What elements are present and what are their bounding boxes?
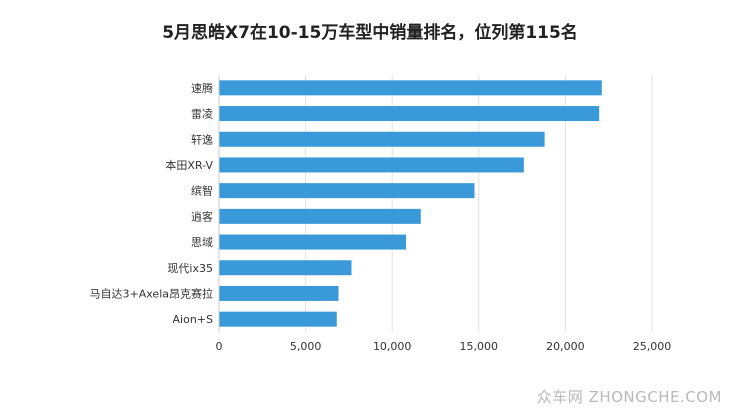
category-label: 本田XR-V (165, 158, 213, 172)
category-label: 轩逸 (191, 132, 213, 146)
bar (219, 208, 421, 224)
x-tick-label: 25,000 (633, 340, 672, 353)
bar (219, 131, 545, 147)
x-tick-label: 20,000 (546, 340, 585, 353)
bar (219, 234, 407, 250)
bar (219, 260, 352, 276)
bar (219, 311, 337, 327)
category-label: 缤智 (191, 184, 213, 198)
watermark: 众车网 ZHONGCHE.COM (536, 388, 722, 406)
x-tick-label: 5,000 (290, 340, 322, 353)
category-label: Aion+S (173, 313, 213, 326)
chart-title: 5月思皓X7在10-15万车型中销量排名，位列第115名 (162, 23, 578, 43)
x-tick-label: 0 (216, 340, 223, 353)
x-tick-label: 15,000 (460, 340, 499, 353)
bar (219, 183, 475, 199)
bar (219, 106, 600, 122)
bars (219, 80, 602, 327)
category-label: 现代ix35 (167, 262, 213, 275)
axes: 0 5,000 10,000 15,000 20,000 25,000 速腾雷凌轩逸本田XR… (90, 75, 672, 353)
category-label: 马自达3+Axela昂克赛拉 (90, 286, 213, 300)
category-label: 逍客 (191, 209, 213, 223)
bar (219, 157, 524, 173)
category-label: 思域 (191, 236, 213, 249)
x-tick-label: 10,000 (373, 340, 412, 353)
bar (219, 80, 602, 96)
category-label: 雷凌 (191, 107, 213, 121)
bar (219, 285, 339, 301)
category-label: 速腾 (191, 81, 213, 95)
